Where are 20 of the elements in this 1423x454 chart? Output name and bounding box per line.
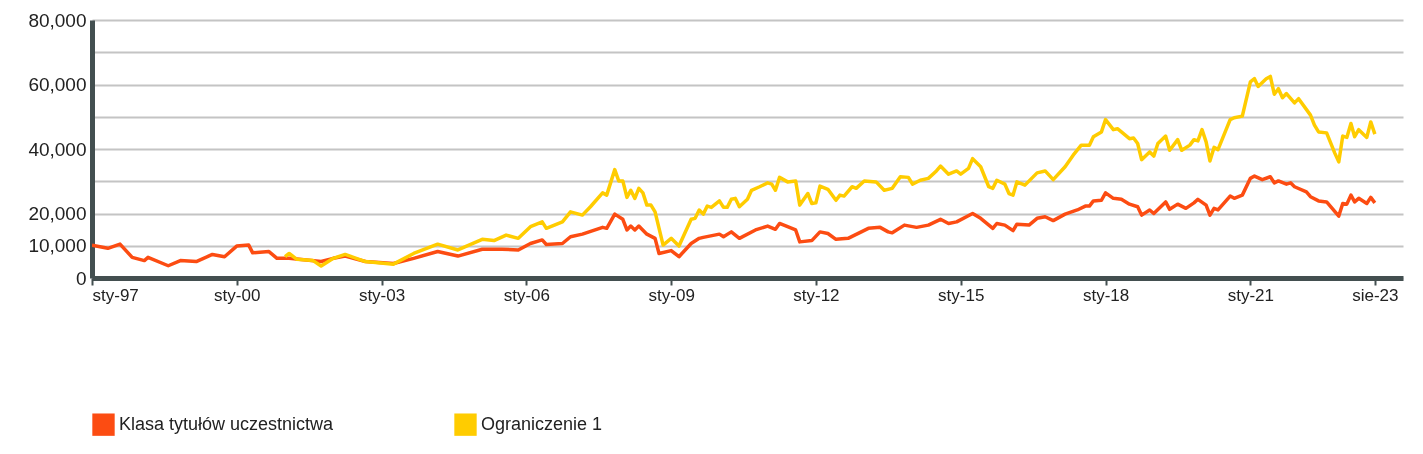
legend-label: Ograniczenie 1 [481,413,603,434]
x-tick-label: sty-21 [1227,285,1275,305]
x-tick-label: sty-09 [648,285,695,305]
x-tick-label: sty-03 [358,285,406,305]
y-tick-label: 10,000 [28,235,87,257]
y-tick-label: 80,000 [28,9,87,31]
x-tick-label: sty-18 [1082,285,1130,305]
y-tick-label: 40,000 [28,138,87,160]
y-tick-label: 20,000 [28,203,87,224]
y-tick-label: 60,000 [28,74,87,95]
x-tick-label: sty-06 [503,285,551,305]
legend-label: Klasa tytułów uczestnictwa [119,413,335,434]
line-series [283,74,1377,268]
x-tick-label: sie-23 [1352,285,1399,305]
x-tick-label: sty-00 [214,285,261,305]
y-tick-label: 0 [75,267,87,289]
x-tick-label: sty-12 [793,285,840,305]
x-tick-label: sty-15 [938,285,985,305]
line-series [92,174,1377,268]
x-tick-label: sty-97 [92,285,139,305]
